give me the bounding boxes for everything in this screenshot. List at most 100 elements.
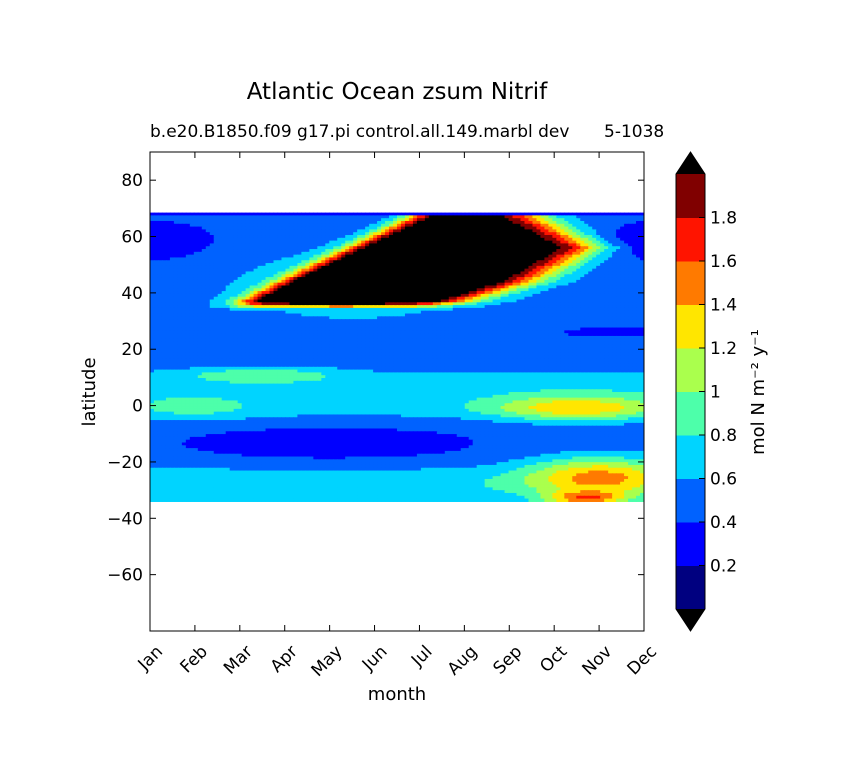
field-cell	[385, 319, 390, 323]
field-cell	[504, 229, 510, 233]
field-cell	[520, 299, 526, 303]
field-cell	[253, 260, 259, 264]
field-cell	[309, 299, 314, 303]
field-cell	[544, 257, 549, 261]
field-cell	[237, 257, 243, 261]
field-cell	[377, 229, 382, 233]
field-cell	[484, 240, 490, 245]
field-cell	[273, 263, 279, 267]
field-cell	[249, 271, 255, 275]
field-cell	[189, 321, 195, 326]
field-cell	[321, 223, 326, 228]
field-cell	[201, 302, 207, 306]
field-cell	[373, 307, 378, 312]
field-cell	[321, 243, 326, 247]
field-cell	[632, 288, 637, 292]
field-cell	[241, 223, 247, 228]
field-cell	[177, 232, 183, 236]
field-cell	[225, 260, 231, 264]
field-cell	[608, 251, 613, 256]
field-cell	[353, 240, 358, 245]
field-cell	[169, 313, 175, 317]
field-cell	[173, 260, 179, 264]
field-cell	[484, 268, 490, 273]
field-cell	[624, 226, 629, 230]
field-cell	[560, 215, 565, 219]
field-cell	[165, 313, 171, 317]
field-cell	[628, 232, 633, 236]
field-cell	[325, 232, 330, 236]
field-cell	[612, 319, 617, 323]
field-cell	[584, 243, 589, 247]
field-cell	[412, 271, 418, 275]
field-cell	[237, 296, 243, 301]
field-cell	[197, 243, 203, 247]
field-cell	[261, 246, 267, 250]
field-cell	[448, 321, 454, 326]
field-cell	[632, 243, 637, 247]
field-cell	[428, 293, 434, 298]
field-cell	[213, 316, 219, 320]
field-cell	[544, 310, 549, 315]
field-cell	[249, 279, 255, 284]
field-cell	[341, 319, 346, 323]
field-cell	[169, 260, 175, 264]
field-cell	[309, 229, 314, 233]
field-cell	[281, 319, 287, 323]
field-cell	[596, 263, 601, 267]
field-cell	[245, 268, 251, 273]
field-cell	[452, 257, 458, 261]
field-cell	[257, 271, 263, 275]
field-cell	[568, 279, 573, 284]
field-cell	[253, 251, 259, 256]
field-cell	[333, 243, 338, 247]
field-cell	[225, 302, 231, 306]
field-cell	[624, 277, 629, 281]
field-cell	[620, 321, 625, 326]
field-cell	[540, 321, 545, 326]
field-cell	[448, 302, 454, 306]
field-cell	[560, 240, 565, 245]
field-cell	[385, 277, 390, 281]
field-cell	[452, 218, 458, 222]
field-cell	[265, 296, 271, 301]
field-cell	[197, 237, 203, 242]
field-cell	[436, 226, 442, 230]
field-cell	[596, 235, 601, 239]
field-cell	[313, 260, 318, 264]
field-cell	[492, 277, 498, 281]
field-cell	[528, 299, 534, 303]
field-cell	[404, 223, 410, 228]
field-cell	[221, 296, 227, 301]
field-cell	[329, 307, 334, 312]
field-cell	[588, 223, 593, 228]
field-cell	[628, 218, 633, 222]
field-cell	[261, 251, 267, 256]
field-cell	[568, 319, 573, 323]
field-cell	[201, 274, 207, 278]
field-cell	[277, 260, 283, 264]
field-cell	[353, 305, 358, 309]
field-cell	[345, 240, 350, 245]
field-cell	[393, 265, 398, 270]
field-cell	[564, 316, 569, 320]
field-cell	[165, 268, 171, 273]
field-cell	[237, 299, 243, 303]
field-cell	[337, 212, 342, 216]
field-cell	[448, 288, 454, 292]
field-cell	[468, 305, 474, 309]
field-cell	[317, 265, 322, 270]
field-cell	[293, 218, 298, 222]
field-cell	[584, 316, 589, 320]
field-cell	[564, 285, 569, 289]
field-cell	[169, 316, 175, 320]
field-cell	[173, 302, 179, 306]
field-cell	[313, 226, 318, 230]
field-cell	[297, 321, 302, 326]
field-cell	[313, 254, 318, 259]
field-cell	[448, 260, 454, 264]
field-cell	[540, 277, 545, 281]
field-cell	[532, 260, 538, 264]
field-cell	[201, 316, 207, 320]
field-cell	[408, 240, 414, 245]
